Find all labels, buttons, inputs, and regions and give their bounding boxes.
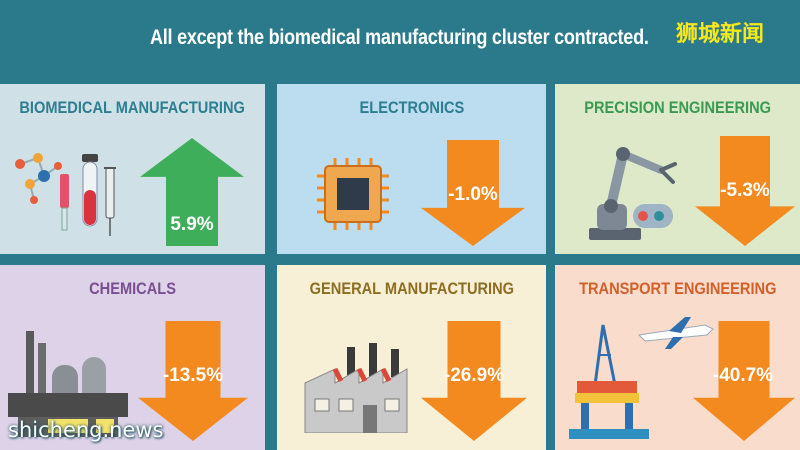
- panel-title: BIOMEDICAL MANUFACTURING: [19, 98, 246, 117]
- pipette-icon: [60, 174, 69, 231]
- lab-equipment-icon: [15, 153, 116, 236]
- oil-rig-airplane-icon: [569, 317, 714, 439]
- robotic-arm-icon: [589, 147, 677, 240]
- value-label: -1.0%: [448, 184, 498, 205]
- arrow-shape: [695, 136, 795, 246]
- value-label: 5.9%: [170, 214, 214, 235]
- watermark: shicheng.news: [8, 418, 164, 442]
- arrow-shape: [138, 321, 248, 441]
- decline-arrow-mark: [138, 321, 248, 441]
- panel-electronics: ELECTRONICS -1.0%: [277, 84, 546, 254]
- decline-arrow-mark: [693, 321, 795, 441]
- airplane-icon: [637, 317, 714, 349]
- decline-arrow-mark: [421, 140, 525, 246]
- chemical-plant-icon: [8, 331, 128, 437]
- value-label: -40.7%: [712, 365, 774, 386]
- oil-rig-icon: [569, 324, 649, 439]
- value-label: -13.5%: [162, 365, 224, 386]
- molecule-icon: [15, 153, 62, 204]
- brand-logo-text: 狮城新闻: [676, 22, 765, 47]
- factory-icon: [304, 343, 408, 433]
- panel-title: PRECISION ENGINEERING: [584, 98, 771, 117]
- panel-transport-engineering: TRANSPORT ENGINEERING -40.7%: [555, 265, 800, 450]
- value-label: -26.9%: [443, 365, 505, 386]
- value-label: -5.3%: [720, 180, 770, 201]
- panel-chemicals: CHEMICALS -13.5%: [0, 265, 265, 450]
- panel-title: GENERAL MANUFACTURING: [309, 279, 514, 298]
- panel-title: ELECTRONICS: [359, 98, 464, 117]
- panel-biomedical-manufacturing: BIOMEDICAL MANUFACTURING: [0, 84, 265, 254]
- panel-precision-engineering: PRECISION ENGINEERING -5.3%: [555, 84, 800, 254]
- panel-general-manufacturing: GENERAL MANUFACTURING -26.9%: [277, 265, 546, 450]
- decline-arrow-mark: [421, 321, 527, 441]
- arrow-shape: [693, 321, 795, 441]
- growth-arrow-mark: [140, 138, 244, 246]
- panel-title: TRANSPORT ENGINEERING: [578, 279, 777, 298]
- arrow-shape: [421, 140, 525, 246]
- test-tube-icon: [82, 154, 98, 227]
- arrow-shape: [140, 138, 244, 246]
- panel-title: CHEMICALS: [89, 279, 176, 298]
- decline-arrow-mark: [695, 136, 795, 246]
- arrow-shape: [421, 321, 527, 441]
- header: All except the biomedical manufacturing …: [0, 0, 800, 80]
- syringe-icon: [104, 167, 116, 236]
- chart-title: All except the biomedical manufacturing …: [150, 26, 649, 49]
- microchip-icon: [317, 158, 389, 230]
